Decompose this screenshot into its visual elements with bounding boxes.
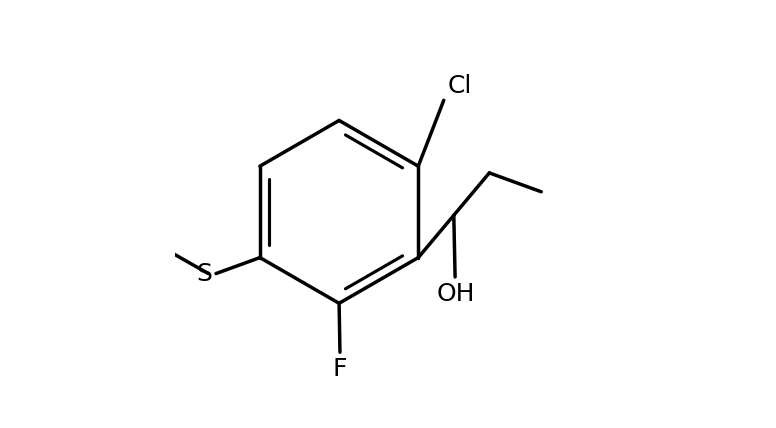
Text: Cl: Cl <box>447 74 472 98</box>
Text: S: S <box>196 262 213 285</box>
Text: OH: OH <box>437 282 475 306</box>
Text: F: F <box>333 357 347 381</box>
